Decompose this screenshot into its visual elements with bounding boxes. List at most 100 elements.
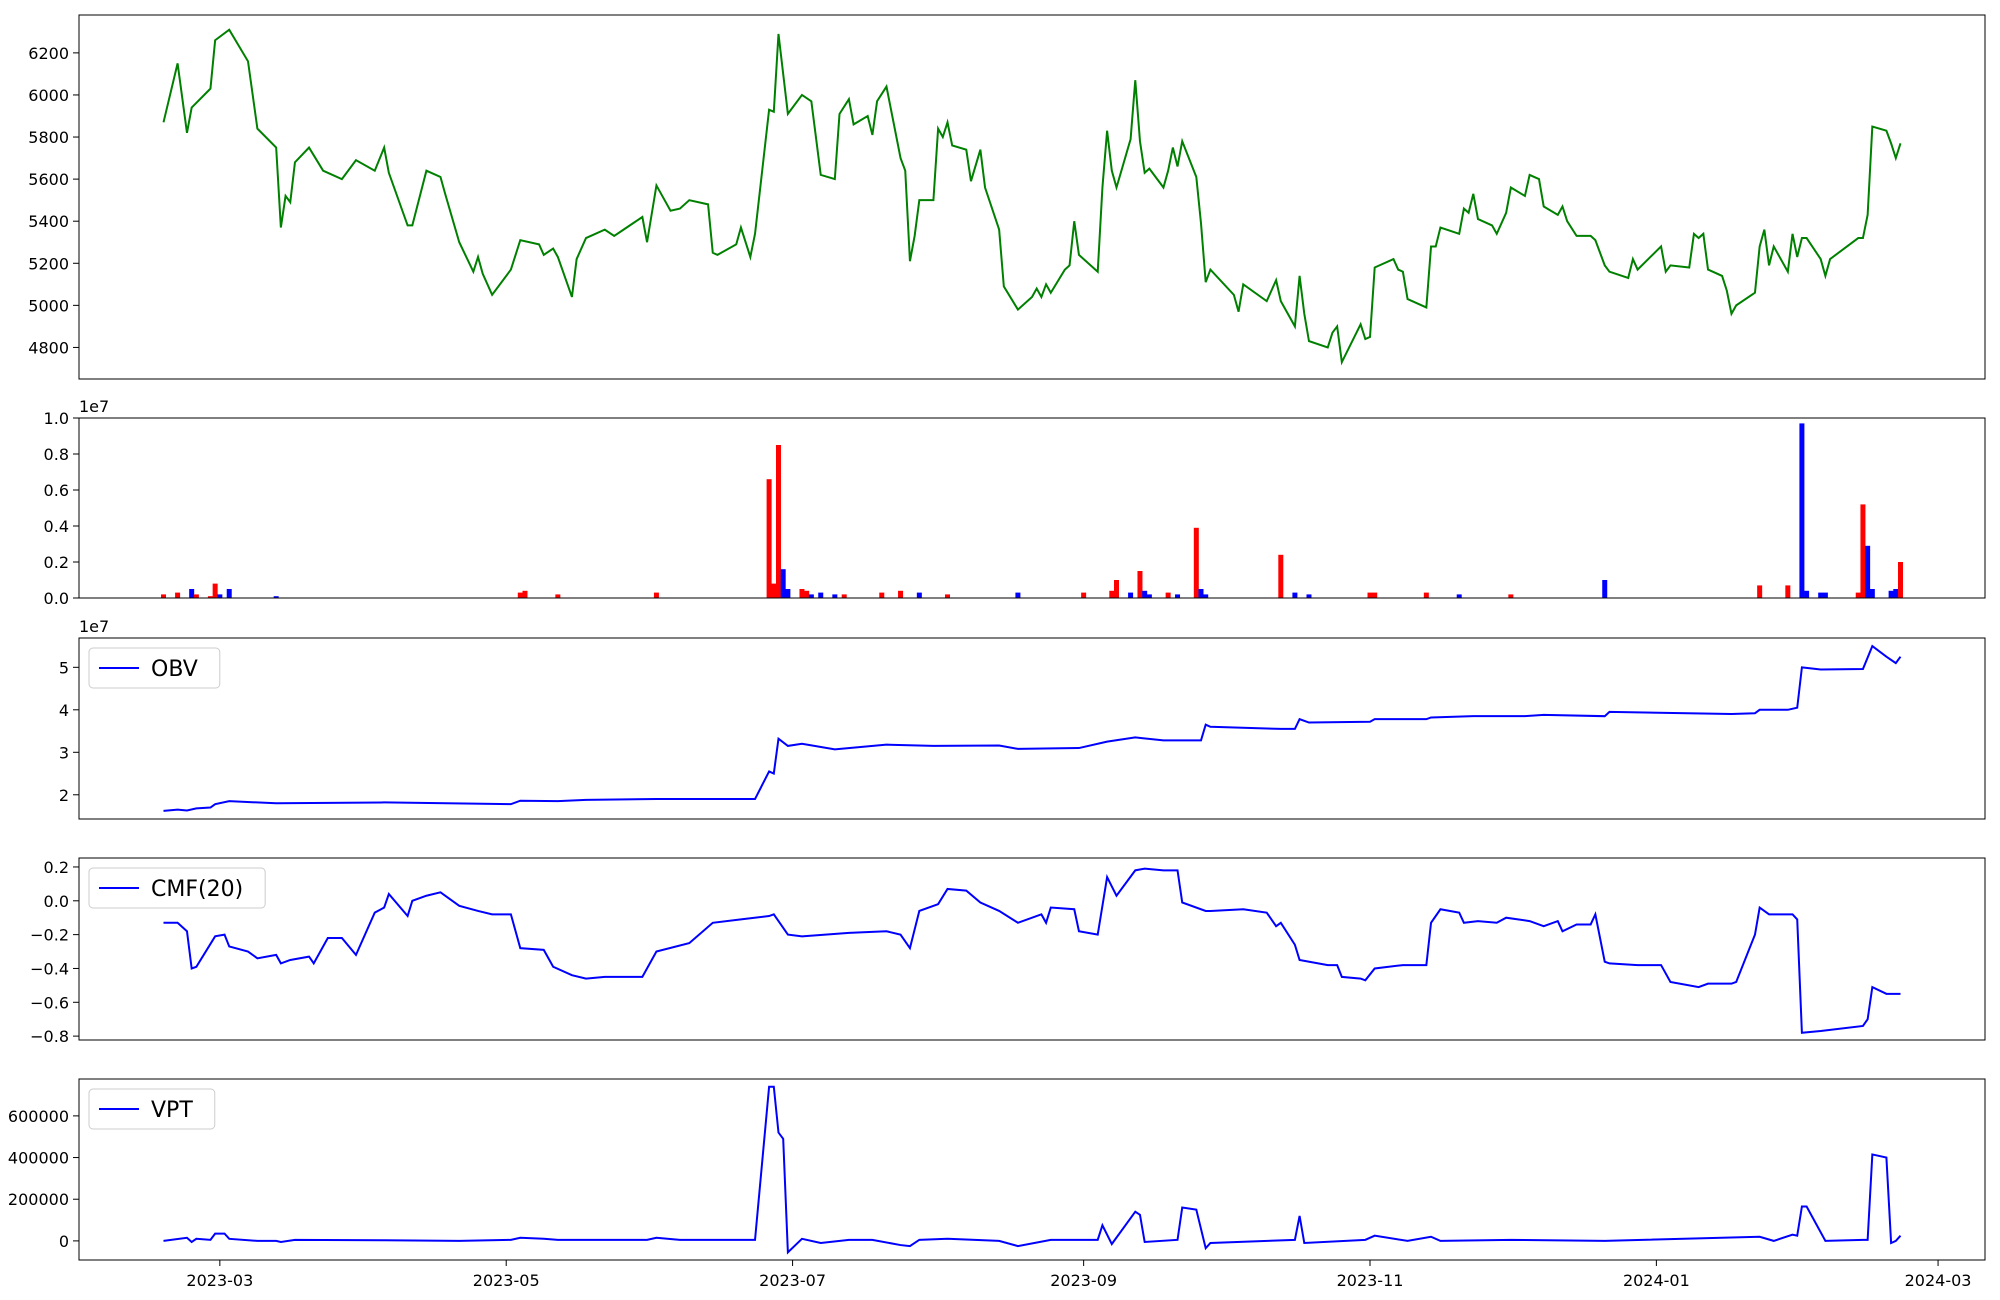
bar <box>517 592 523 598</box>
legend-box <box>88 647 221 689</box>
legend-label: VPT <box>151 1098 193 1123</box>
bar <box>1175 594 1181 598</box>
bar <box>780 569 786 598</box>
bar <box>189 589 195 598</box>
line <box>163 644 1902 812</box>
bar <box>1306 594 1312 598</box>
legend: VPT <box>88 1088 216 1130</box>
y-tick-label: 6000 <box>28 86 69 105</box>
bar <box>1893 589 1899 598</box>
y-tick-label: 0.2 <box>44 553 69 572</box>
legend: CMF(20) <box>88 867 266 909</box>
bar <box>1855 592 1861 598</box>
bar <box>1822 592 1828 598</box>
bar <box>1804 590 1810 598</box>
panel: 0.0 0.2 0.4 0.6 0.8 1.0 1e7 <box>44 397 1986 608</box>
y-tick-label: 5600 <box>28 170 69 189</box>
bar <box>775 445 781 598</box>
bar <box>1888 590 1894 598</box>
y-tick-label: −0.8 <box>30 1027 69 1046</box>
bar <box>898 590 904 598</box>
y-tick-label: 0.0 <box>44 892 69 911</box>
bar <box>653 592 659 598</box>
bar <box>1818 592 1824 598</box>
bar <box>1128 592 1134 598</box>
y-tick-label: 5800 <box>28 128 69 147</box>
bar <box>1081 592 1087 598</box>
panel: 2 3 4 5 1e7 OBV <box>59 617 1986 820</box>
y-tick-label: 3 <box>59 743 69 762</box>
bar <box>1015 592 1021 598</box>
bar <box>916 592 922 598</box>
bar <box>879 592 885 598</box>
y-tick-label: −0.6 <box>30 993 69 1012</box>
bar <box>1423 592 1429 598</box>
panel: −0.8 −0.6 −0.4 −0.2 0.0 0.2 CMF(20) <box>30 857 1986 1046</box>
x-tick-label: 2023-05 <box>473 1271 540 1290</box>
bar <box>1165 592 1171 598</box>
bar <box>1278 554 1284 598</box>
y-tick-label: 400000 <box>8 1149 69 1168</box>
bar <box>1146 594 1152 598</box>
bar <box>555 594 561 598</box>
legend-label: OBV <box>151 657 198 682</box>
bar <box>1865 545 1871 598</box>
bar <box>1860 504 1866 598</box>
y-tick-label: 5000 <box>28 296 69 315</box>
axes-frame <box>78 417 1986 599</box>
bar <box>841 594 847 598</box>
bar <box>804 590 810 598</box>
bar <box>212 583 218 598</box>
bar <box>273 596 279 598</box>
bar <box>771 583 777 598</box>
bar <box>161 594 167 598</box>
y-tick-label: 5 <box>59 658 69 677</box>
y-tick-label: 5200 <box>28 254 69 273</box>
bar <box>1137 571 1143 598</box>
x-tick-label: 2024-01 <box>1623 1271 1690 1290</box>
axes-frame <box>78 637 1986 820</box>
y-tick-label: 600000 <box>8 1107 69 1126</box>
x-tick-label: 2023-11 <box>1337 1271 1404 1290</box>
bar <box>944 594 950 598</box>
y-tick-label: 0.6 <box>44 481 69 500</box>
y-tick-label: −0.4 <box>30 959 69 978</box>
bar <box>1193 527 1199 598</box>
legend-box <box>88 867 266 909</box>
bar <box>1114 580 1120 598</box>
y-tick-label: 0.0 <box>44 589 69 608</box>
y-tick-label: 200000 <box>8 1190 69 1209</box>
offset-text: 1e7 <box>79 617 109 636</box>
axes-frame <box>78 857 1986 1041</box>
bar <box>1367 592 1373 598</box>
bar <box>1198 589 1204 598</box>
bar <box>785 589 791 598</box>
offset-text: 1e7 <box>79 397 109 416</box>
bar <box>207 596 213 598</box>
y-tick-label: −0.2 <box>30 926 69 945</box>
line <box>163 1085 1902 1255</box>
y-tick-label: 0.2 <box>44 858 69 877</box>
bar <box>1897 562 1903 598</box>
bar <box>1109 590 1115 598</box>
bar <box>193 594 199 598</box>
bar <box>1203 594 1209 598</box>
bar <box>799 589 805 598</box>
bar <box>522 590 528 598</box>
legend-box <box>88 1088 216 1130</box>
bar <box>832 594 838 598</box>
axes-frame <box>78 14 1986 380</box>
bar <box>808 594 814 598</box>
bar <box>1757 585 1763 598</box>
bar <box>226 589 232 598</box>
y-tick-label: 0.8 <box>44 445 69 464</box>
x-tick-label: 2024-03 <box>1905 1271 1972 1290</box>
y-tick-label: 5400 <box>28 212 69 231</box>
y-tick-label: 4 <box>59 701 69 720</box>
y-tick-label: 1.0 <box>44 409 69 428</box>
line <box>163 867 1901 1034</box>
panel: 0 200000 400000 600000 2023-03 2023-05 2023-07… <box>8 1078 1986 1290</box>
bar <box>1292 592 1298 598</box>
x-tick-label: 2023-07 <box>759 1271 826 1290</box>
